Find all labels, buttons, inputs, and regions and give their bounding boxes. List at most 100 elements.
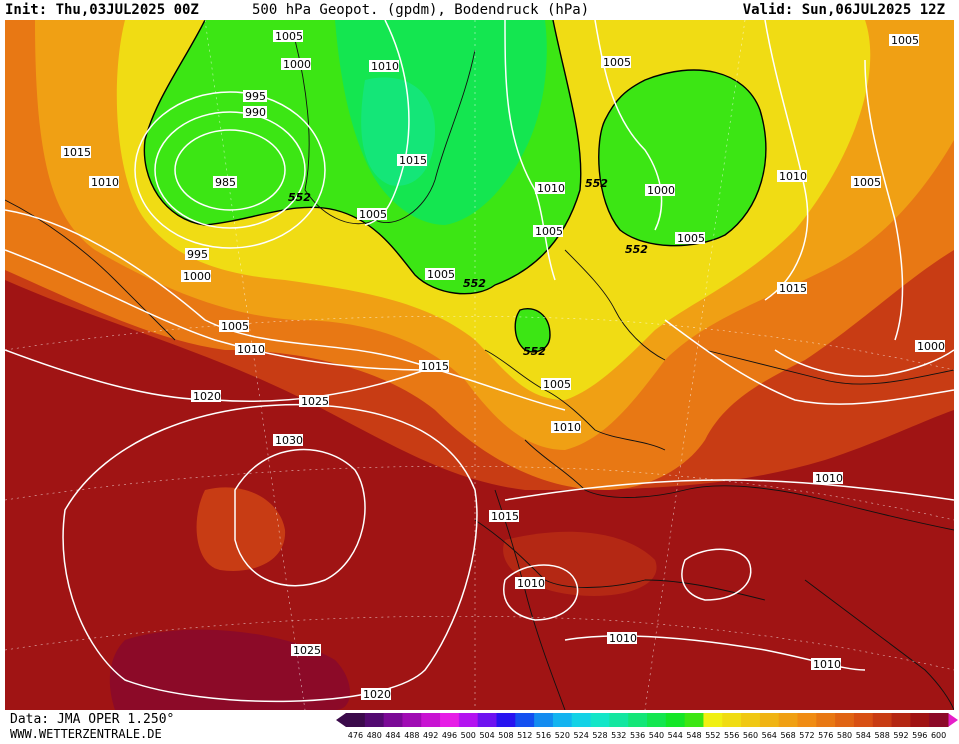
pressure-label: 1000: [645, 184, 675, 197]
pressure-label: 1005: [889, 34, 919, 47]
colorbar-swatch: [552, 713, 573, 727]
svg-text:1010: 1010: [237, 343, 265, 356]
pressure-label: 1005: [851, 176, 881, 189]
colorbar-swatch: [684, 713, 704, 727]
colorbar-swatch: [797, 713, 817, 727]
pressure-label: 1010: [813, 472, 843, 485]
pressure-label: 1010: [607, 632, 637, 645]
colorbar-label: 556: [724, 731, 739, 740]
colorbar-label: 580: [837, 731, 852, 740]
colorbar-swatch: [515, 713, 535, 727]
svg-text:1005: 1005: [359, 208, 387, 221]
colorbar-label: 528: [592, 731, 607, 740]
pressure-label: 1015: [61, 146, 91, 159]
colorbar-label: 584: [856, 731, 871, 740]
colorbar-label: 512: [517, 731, 532, 740]
svg-text:1005: 1005: [603, 56, 631, 69]
pressure-label: 1010: [811, 658, 841, 671]
pressure-label: 1005: [425, 268, 455, 281]
geopotential-labels: 552 552 552 552 552: [288, 177, 648, 358]
pressure-label: 1005: [357, 208, 387, 221]
field-548-northsea: [515, 308, 550, 352]
svg-text:1005: 1005: [275, 30, 303, 43]
colorbar-label: 552: [705, 731, 720, 740]
svg-text:1010: 1010: [813, 658, 841, 671]
colorbar-label: 576: [818, 731, 833, 740]
pressure-label: 995: [185, 248, 209, 261]
colorbar-swatch: [778, 713, 798, 727]
weather-map: 552 552 552 552 552 1005 1000 995 990 98…: [5, 20, 954, 710]
colorbar-swatch: [741, 713, 761, 727]
pressure-label: 1010: [777, 170, 807, 183]
colorbar-swatch: [665, 713, 686, 727]
colorbar-label: 540: [649, 731, 664, 740]
colorbar-swatch: [835, 713, 855, 727]
colorbar-label: 480: [367, 731, 382, 740]
colorbar-label: 600: [931, 731, 946, 740]
colorbar-label: 560: [743, 731, 758, 740]
colorbar-label: 592: [893, 731, 908, 740]
pressure-label: 1010: [551, 421, 581, 434]
svg-text:1010: 1010: [553, 421, 581, 434]
svg-text:1010: 1010: [609, 632, 637, 645]
colorbar-swatch: [647, 713, 667, 727]
svg-text:1010: 1010: [517, 577, 545, 590]
pressure-label: 1015: [397, 154, 427, 167]
colorbar-label: 476: [348, 731, 363, 740]
pressure-label: 1010: [515, 577, 545, 590]
colorbar-swatch: [402, 713, 422, 727]
colorbar-swatch: [534, 713, 554, 727]
svg-text:995: 995: [187, 248, 208, 261]
svg-text:1010: 1010: [815, 472, 843, 485]
colorbar: 476 480 484 488 492 496 500 504 508 512 516 520 524 5…: [336, 712, 958, 740]
colorbar-swatch: [496, 713, 516, 727]
label-552: 552: [523, 345, 546, 358]
colorbar-label: 596: [912, 731, 927, 740]
pressure-label: 1000: [181, 270, 211, 283]
svg-text:1020: 1020: [363, 688, 391, 701]
colorbar-swatch: [383, 713, 403, 727]
svg-text:1005: 1005: [427, 268, 455, 281]
svg-text:1000: 1000: [283, 58, 311, 71]
svg-text:1025: 1025: [301, 395, 329, 408]
colorbar-swatch: [364, 713, 385, 727]
svg-text:1005: 1005: [891, 34, 919, 47]
pressure-label: 985: [213, 176, 237, 189]
colorbar-swatch: [440, 713, 460, 727]
colorbar-swatch: [590, 713, 610, 727]
colorbar-swatch: [816, 713, 836, 727]
colorbar-swatch: [421, 713, 441, 727]
colorbar-swatch: [910, 713, 930, 727]
colorbar-swatch: [346, 713, 366, 727]
field-548-scandinavia: [598, 70, 766, 246]
map-title: 500 hPa Geopot. (gpdm), Bodendruck (hPa): [252, 2, 590, 18]
svg-text:1005: 1005: [853, 176, 881, 189]
svg-text:1010: 1010: [537, 182, 565, 195]
pressure-label: 1005: [219, 320, 249, 333]
colorbar-swatch: [722, 713, 742, 727]
field-588-blob: [196, 487, 286, 571]
colorbar-label: 492: [423, 731, 438, 740]
pressure-label: 1005: [675, 232, 705, 245]
svg-text:1005: 1005: [543, 378, 571, 391]
colorbar-label: 504: [479, 731, 494, 740]
colorbar-label: 572: [799, 731, 814, 740]
svg-text:1015: 1015: [421, 360, 449, 373]
pressure-label: 1030: [273, 434, 303, 447]
colorbar-swatch: [891, 713, 911, 727]
colorbar-label: 520: [555, 731, 570, 740]
svg-text:1020: 1020: [193, 390, 221, 403]
pressure-label: 1010: [535, 182, 565, 195]
svg-text:1030: 1030: [275, 434, 303, 447]
valid-time-label: Valid: Sun,06JUL2025 12Z: [742, 2, 945, 18]
pressure-label: 1000: [915, 340, 945, 353]
colorbar-label: 532: [611, 731, 626, 740]
pressure-label: 1010: [89, 176, 119, 189]
svg-text:1010: 1010: [91, 176, 119, 189]
svg-text:1010: 1010: [371, 60, 399, 73]
svg-text:1005: 1005: [535, 225, 563, 238]
svg-text:1000: 1000: [647, 184, 675, 197]
colorbar-left-arrow: [336, 713, 346, 727]
pressure-label: 1015: [419, 360, 449, 373]
colorbar-label: 544: [668, 731, 683, 740]
